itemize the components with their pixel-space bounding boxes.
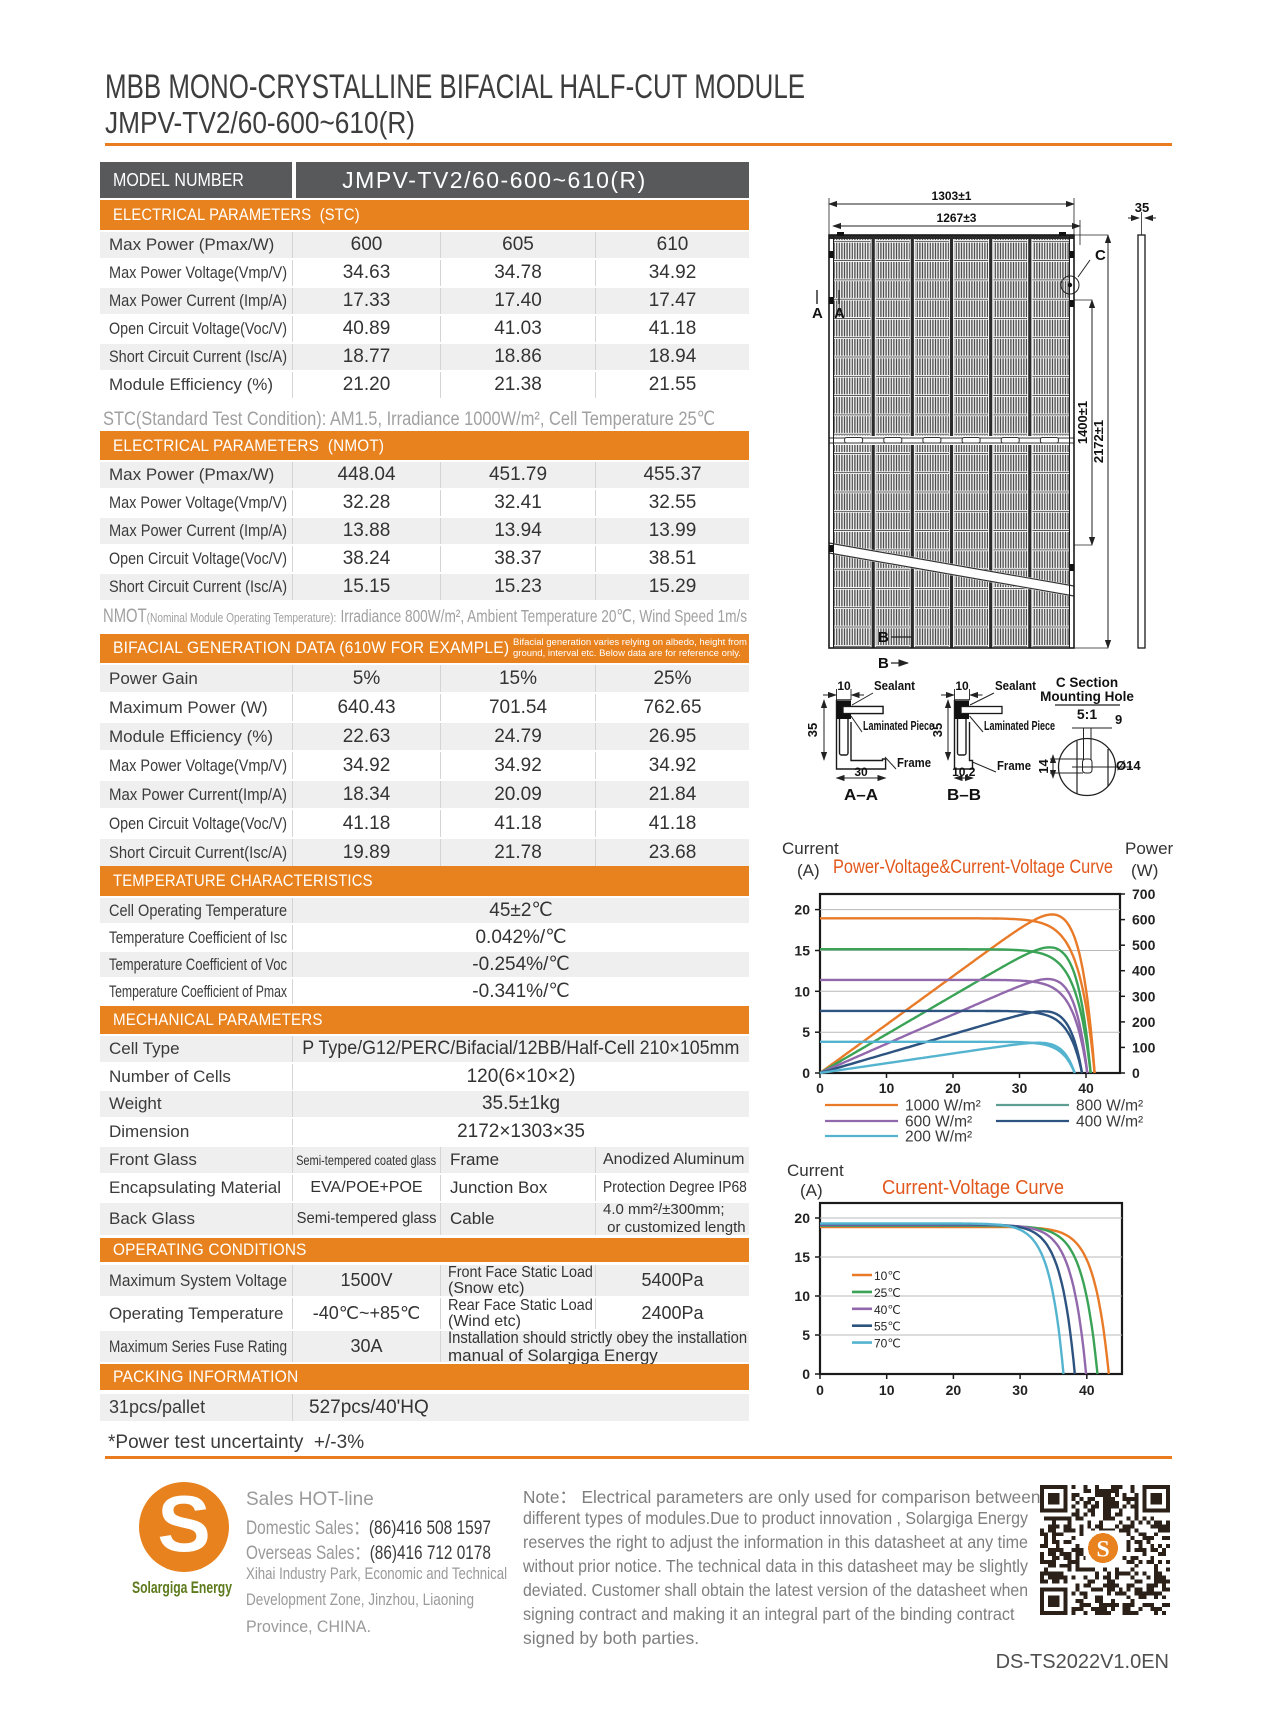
svg-text:0: 0 [1132,1065,1140,1081]
svg-text:20: 20 [794,1210,810,1226]
svg-text:30: 30 [1012,1080,1028,1096]
svg-text:1000 W/m²: 1000 W/m² [905,1098,981,1115]
svg-text:B: B [878,655,889,672]
svg-text:Current: Current [787,1161,844,1180]
svg-text:1400±1: 1400±1 [1075,401,1090,444]
svg-text:A–A: A–A [844,787,878,804]
svg-text:5: 5 [802,1327,810,1343]
svg-text:200: 200 [1132,1014,1156,1030]
svg-text:Current-Voltage Curve: Current-Voltage Curve [882,1177,1064,1199]
svg-text:Frame: Frame [997,759,1031,773]
svg-text:20: 20 [794,902,810,918]
svg-text:20: 20 [945,1080,961,1096]
svg-text:Laminated Piece: Laminated Piece [984,719,1055,733]
svg-text:15: 15 [794,1249,810,1265]
svg-text:Current: Current [782,839,839,858]
svg-text:14: 14 [1036,759,1051,774]
svg-text:10: 10 [955,679,969,693]
svg-text:400: 400 [1132,963,1156,979]
svg-text:500: 500 [1132,937,1156,953]
svg-text:35: 35 [1135,200,1149,215]
svg-text:10: 10 [837,679,851,693]
svg-text:700: 700 [1132,886,1156,902]
svg-text:30: 30 [854,765,868,779]
svg-text:Mounting Hole: Mounting Hole [1040,689,1134,704]
svg-text:25℃: 25℃ [874,1286,901,1300]
svg-text:C: C [1095,247,1106,264]
svg-text:Power: Power [1125,839,1174,858]
svg-text:(A): (A) [800,1181,823,1200]
svg-text:40℃: 40℃ [874,1303,901,1317]
svg-text:40: 40 [1079,1382,1095,1398]
svg-text:10: 10 [879,1080,895,1096]
svg-text:B–B: B–B [947,787,981,804]
svg-text:10: 10 [794,1288,810,1304]
svg-text:9: 9 [1115,712,1122,727]
svg-text:Frame: Frame [897,756,931,770]
svg-text:A: A [812,305,823,322]
svg-text:5:1: 5:1 [1077,706,1097,722]
svg-text:A: A [834,305,845,322]
svg-text:Laminated Piece: Laminated Piece [863,719,934,733]
svg-text:0: 0 [802,1065,810,1081]
svg-text:55℃: 55℃ [874,1320,901,1334]
svg-text:70℃: 70℃ [874,1337,901,1351]
svg-text:200 W/m²: 200 W/m² [905,1129,972,1146]
svg-text:35: 35 [930,723,945,737]
svg-text:1267±3: 1267±3 [937,211,977,225]
svg-text:2172±1: 2172±1 [1091,420,1106,463]
svg-text:Sealant: Sealant [874,679,916,693]
svg-text:30: 30 [1012,1382,1028,1398]
svg-text:600: 600 [1132,912,1156,928]
svg-text:B: B [878,629,889,646]
svg-text:600 W/m²: 600 W/m² [905,1114,972,1131]
svg-text:35: 35 [805,723,820,737]
svg-text:Power-Voltage&Current-Voltage: Power-Voltage&Current-Voltage Curve [833,857,1113,878]
svg-text:S: S [1096,1536,1109,1562]
svg-text:Ø14: Ø14 [1116,758,1141,773]
svg-text:10.2: 10.2 [952,765,976,779]
svg-text:Sealant: Sealant [995,679,1037,693]
svg-text:10: 10 [794,983,810,999]
svg-text:15: 15 [794,943,810,959]
svg-text:40: 40 [1078,1080,1094,1096]
svg-text:1303±1: 1303±1 [932,189,972,203]
svg-text:5: 5 [802,1024,810,1040]
svg-text:800 W/m²: 800 W/m² [1076,1098,1143,1115]
svg-text:10: 10 [879,1382,895,1398]
svg-text:(W): (W) [1131,861,1158,880]
svg-text:(A): (A) [797,861,820,880]
svg-text:300: 300 [1132,988,1156,1004]
svg-text:C Section: C Section [1056,675,1118,690]
svg-text:0: 0 [816,1080,824,1096]
svg-text:100: 100 [1132,1039,1156,1055]
svg-text:10℃: 10℃ [874,1269,901,1283]
svg-text:400 W/m²: 400 W/m² [1076,1114,1143,1131]
svg-text:0: 0 [802,1366,810,1382]
svg-text:0: 0 [816,1382,824,1398]
svg-text:20: 20 [946,1382,962,1398]
